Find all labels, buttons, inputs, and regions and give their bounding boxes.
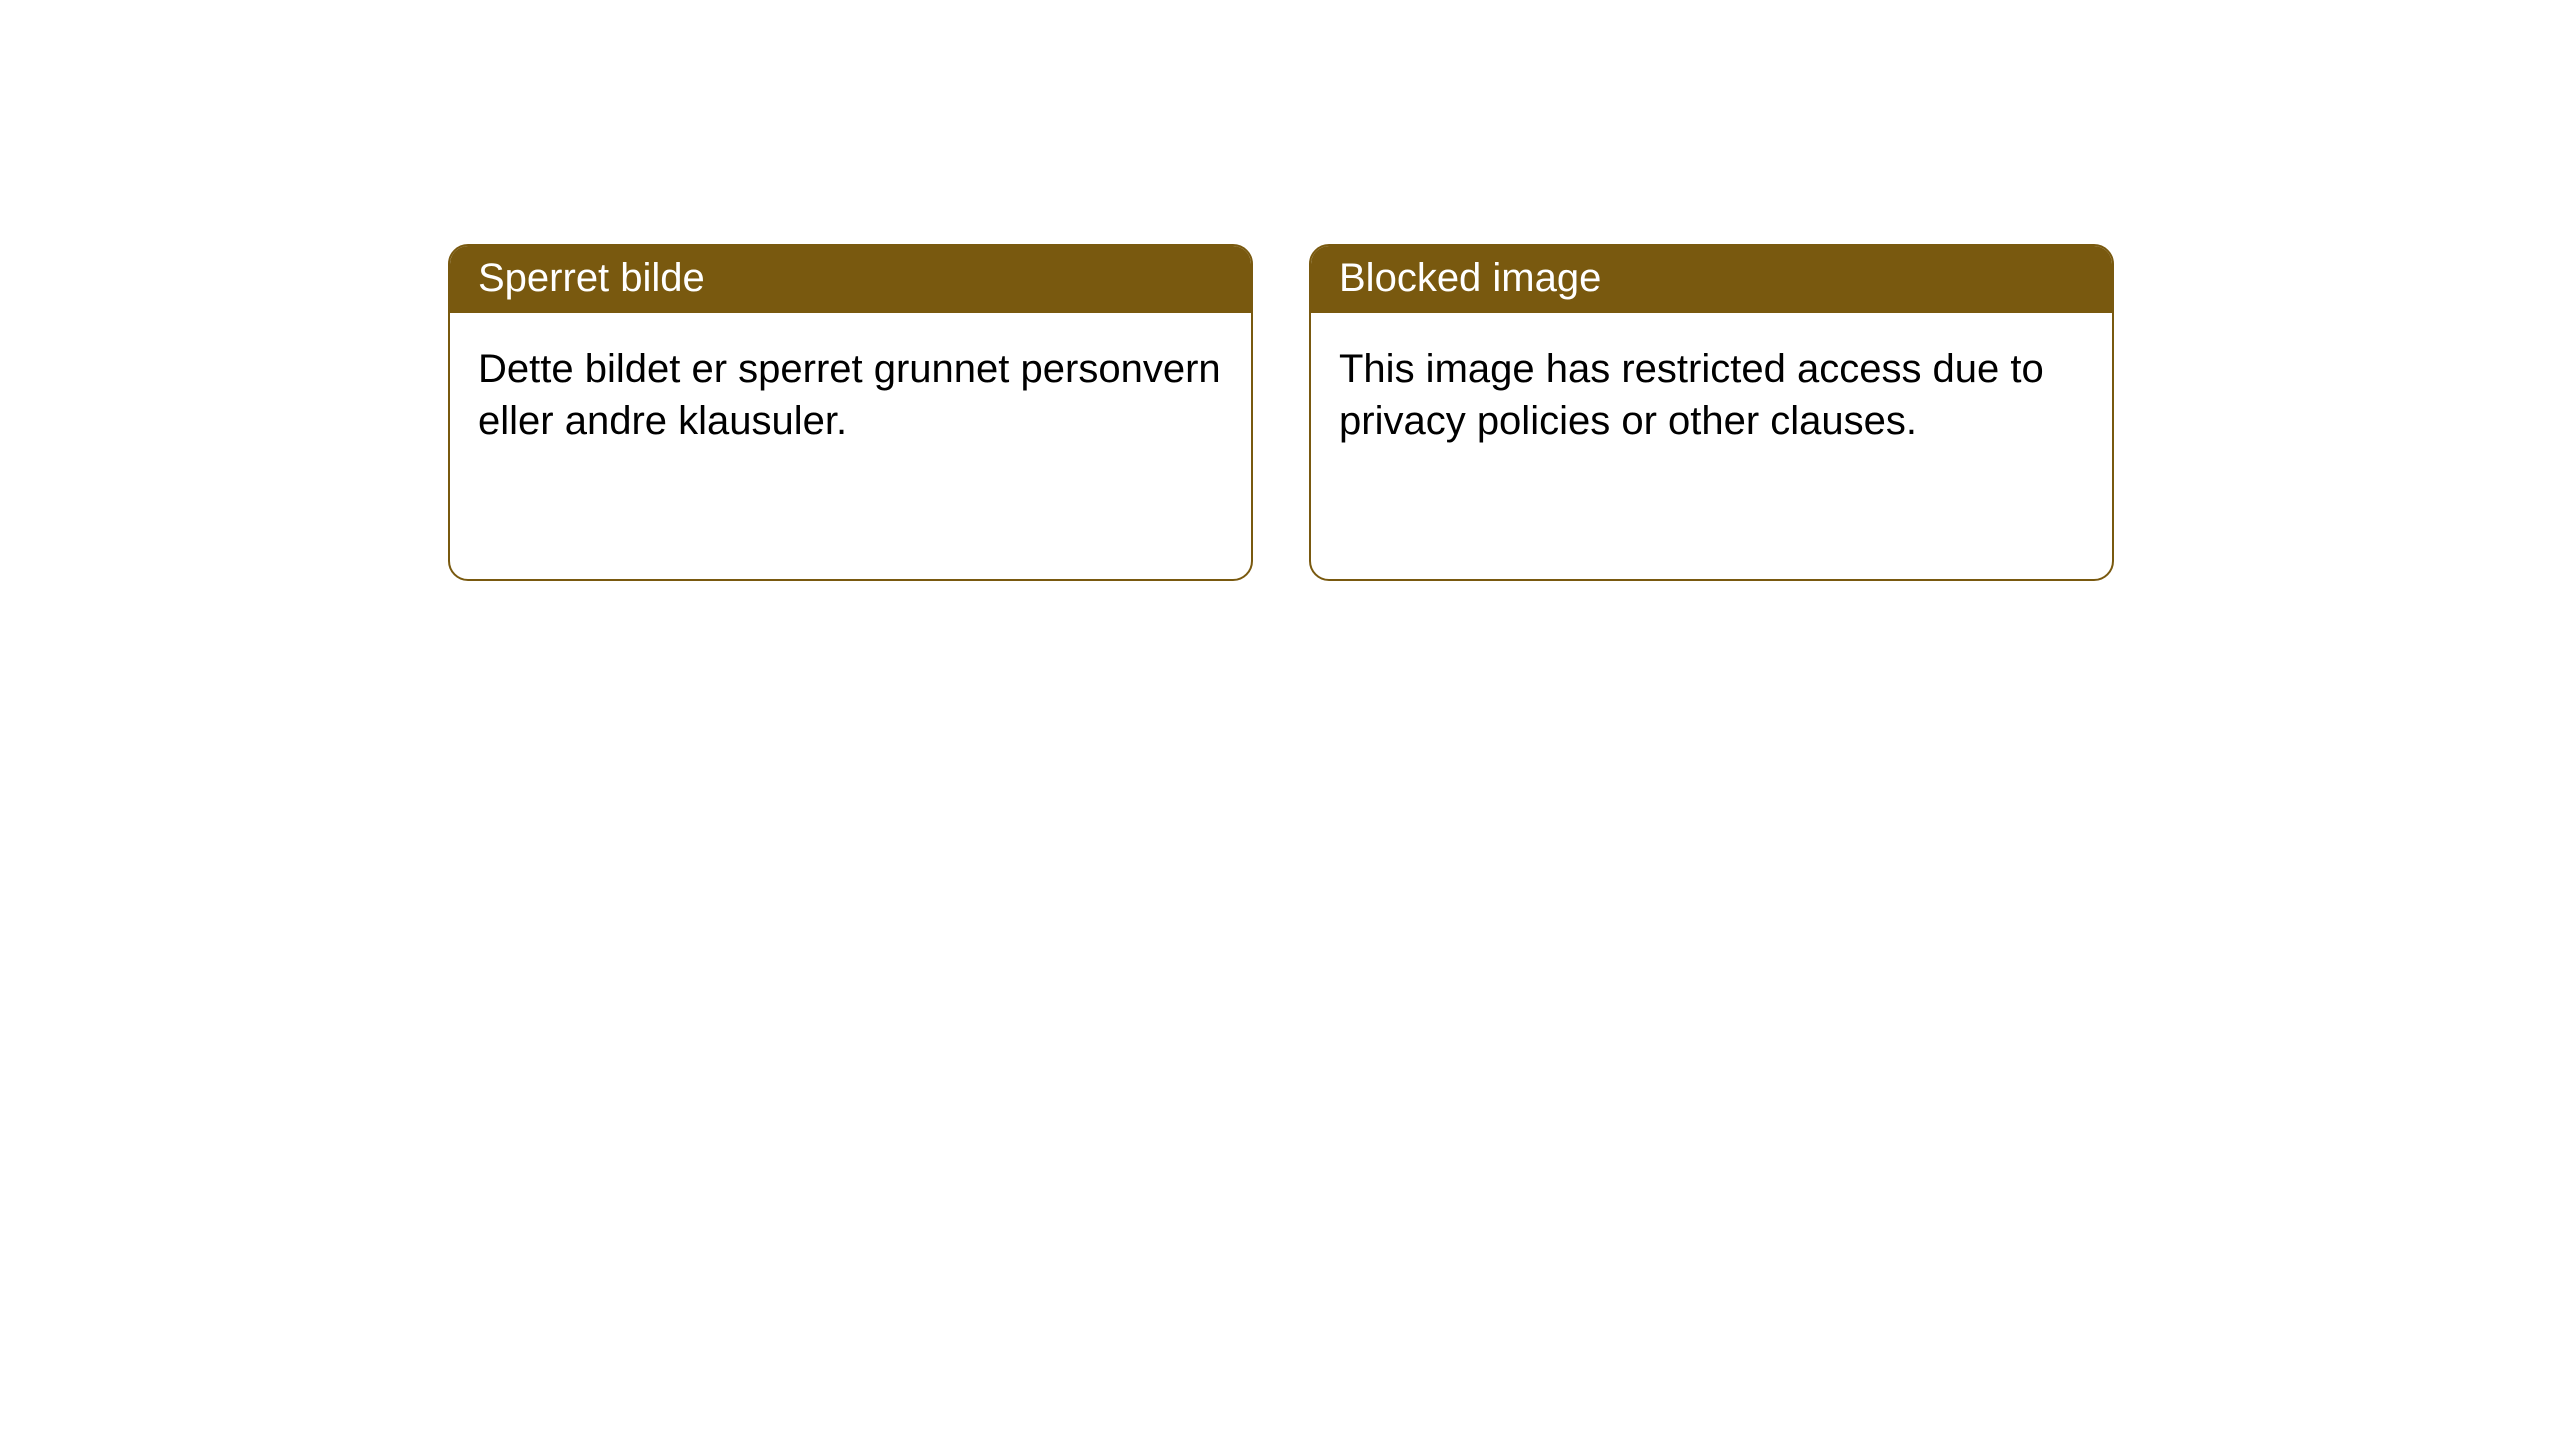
card-body-norwegian: Dette bildet er sperret grunnet personve… [450,313,1251,477]
card-header-english: Blocked image [1311,246,2112,313]
notice-card-english: Blocked image This image has restricted … [1309,244,2114,581]
card-header-norwegian: Sperret bilde [450,246,1251,313]
card-body-english: This image has restricted access due to … [1311,313,2112,477]
notice-cards-container: Sperret bilde Dette bildet er sperret gr… [0,0,2560,581]
notice-card-norwegian: Sperret bilde Dette bildet er sperret gr… [448,244,1253,581]
